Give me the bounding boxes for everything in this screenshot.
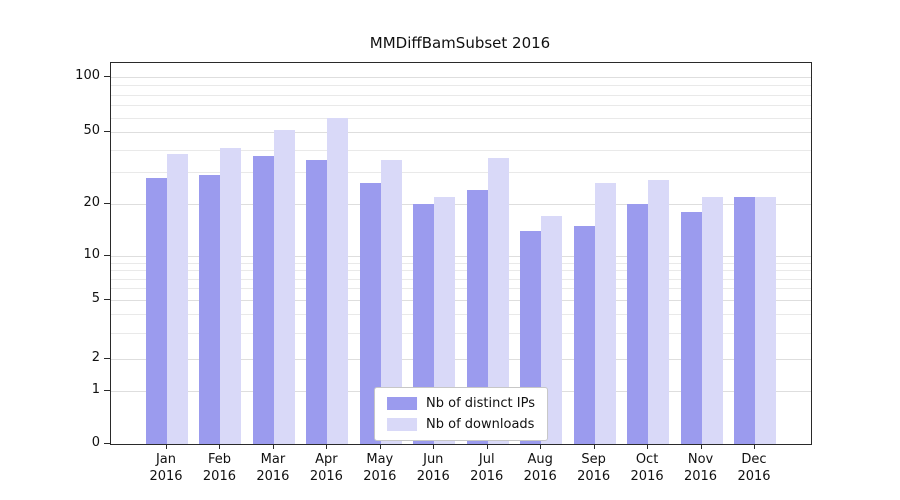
gridline-major <box>111 359 811 360</box>
bar-downloads-jun <box>434 196 456 444</box>
x-tick-mark <box>700 444 702 449</box>
legend-label-downloads: Nb of downloads <box>426 417 535 432</box>
x-tick-mark <box>166 444 167 449</box>
x-tick-mark <box>486 444 488 449</box>
x-tick-mark <box>379 444 381 449</box>
bar-ips-dec <box>734 196 755 444</box>
bar-ips-oct <box>627 204 649 444</box>
y-tick-mark <box>104 255 110 256</box>
legend-swatch-distinct-ips <box>387 397 418 410</box>
y-tick-mark <box>104 390 110 391</box>
bar-downloads-nov <box>701 196 723 444</box>
x-tick-mark <box>433 444 435 449</box>
gridline-minor <box>111 85 811 87</box>
y-tick-mark <box>104 358 110 359</box>
legend-swatch-downloads <box>387 418 418 431</box>
gridline-major <box>111 132 811 133</box>
y-tick-mark <box>104 299 110 300</box>
x-tick-label: Sep 2016 <box>577 452 611 484</box>
plot-area: Nb of distinct IPs Nb of downloads <box>110 62 812 445</box>
y-tick-label: 100 <box>75 68 100 83</box>
bar-ips-nov <box>680 211 702 444</box>
bar-downloads-oct <box>648 180 670 444</box>
x-tick-label: Oct 2016 <box>630 452 664 484</box>
gridline-minor <box>111 288 811 290</box>
x-tick-label: Jul 2016 <box>470 452 504 484</box>
bar-ips-mar <box>252 155 274 444</box>
y-tick-label: 50 <box>83 123 100 138</box>
gridline-minor <box>111 332 811 334</box>
x-tick-label: May 2016 <box>363 452 397 484</box>
x-tick-label: Feb 2016 <box>202 452 236 484</box>
y-tick-label: 1 <box>91 382 100 397</box>
bar-downloads-jan <box>167 153 188 444</box>
bar-ips-sep <box>573 225 595 444</box>
x-tick-mark <box>326 444 328 449</box>
y-tick-label: 20 <box>83 195 100 210</box>
y-tick-label: 0 <box>91 435 100 450</box>
y-tick-label: 5 <box>91 291 100 306</box>
gridline-major <box>111 256 811 257</box>
gridline-minor <box>111 262 811 264</box>
gridline-minor <box>111 117 811 119</box>
bar-downloads-mar <box>273 130 295 444</box>
gridline-minor <box>111 172 811 174</box>
bar-ips-feb <box>199 174 221 444</box>
bar-downloads-jul <box>487 157 509 444</box>
x-tick-mark <box>272 444 274 449</box>
gridline-minor <box>111 94 811 96</box>
x-tick-mark <box>754 444 755 449</box>
bar-downloads-sep <box>594 183 616 444</box>
y-tick-label: 10 <box>83 247 100 262</box>
bar-ips-jul <box>466 189 488 444</box>
bar-ips-jan <box>146 177 167 444</box>
gridline-major <box>111 300 811 301</box>
x-tick-label: Nov 2016 <box>683 452 718 484</box>
x-tick-mark <box>540 444 542 449</box>
y-tick-mark <box>104 443 110 444</box>
gridline-minor <box>111 270 811 272</box>
legend-item-distinct-ips: Nb of distinct IPs <box>387 396 535 411</box>
bar-ips-jun <box>413 204 435 444</box>
chart-title: MMDiffBamSubset 2016 <box>369 34 551 52</box>
y-tick-mark <box>104 203 110 204</box>
x-tick-mark <box>647 444 649 449</box>
gridline-major <box>111 77 811 78</box>
x-tick-label: Dec 2016 <box>737 452 771 484</box>
bar-downloads-apr <box>327 117 349 444</box>
bar-ips-may <box>359 183 381 444</box>
bar-downloads-dec <box>755 196 776 444</box>
y-tick-label: 2 <box>91 350 100 365</box>
x-tick-label: Aug 2016 <box>523 452 557 484</box>
gridline-minor <box>111 149 811 151</box>
x-tick-mark <box>219 444 221 449</box>
y-tick-mark <box>104 131 110 132</box>
legend-item-downloads: Nb of downloads <box>387 417 535 432</box>
x-tick-label: Mar 2016 <box>256 452 290 484</box>
bar-downloads-feb <box>220 147 242 444</box>
gridline-minor <box>111 314 811 316</box>
bar-downloads-may <box>380 160 402 444</box>
x-tick-mark <box>593 444 595 449</box>
gridline-minor <box>111 278 811 280</box>
gridline-major <box>111 204 811 205</box>
x-tick-label: Jan 2016 <box>149 452 183 484</box>
x-tick-label: Apr 2016 <box>309 452 343 484</box>
y-tick-mark <box>104 76 110 77</box>
bar-ips-apr <box>306 160 328 444</box>
legend: Nb of distinct IPs Nb of downloads <box>374 387 548 441</box>
x-tick-label: Jun 2016 <box>416 452 450 484</box>
gridline-minor <box>111 105 811 107</box>
legend-label-distinct-ips: Nb of distinct IPs <box>426 396 535 411</box>
